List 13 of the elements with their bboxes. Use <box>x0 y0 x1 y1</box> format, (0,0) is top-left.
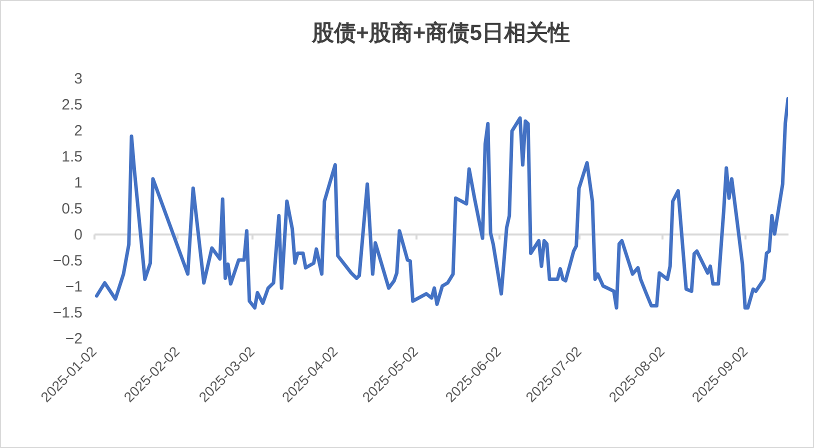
y-tick-label: −0.5 <box>52 252 82 270</box>
y-tick-label: 0.5 <box>62 200 82 218</box>
y-tick-label: 1.5 <box>62 148 82 166</box>
y-tick-label: 2 <box>74 122 82 140</box>
y-tick-label: 3 <box>74 70 82 88</box>
line-series <box>94 97 788 310</box>
y-tick-label: 2.5 <box>62 96 82 114</box>
y-tick-label: −2 <box>65 330 82 348</box>
y-tick-label: 1 <box>74 174 82 192</box>
y-tick-label: −1.5 <box>52 304 82 322</box>
y-tick-label: −1 <box>65 278 82 296</box>
chart-title: 股债+股商+商债5日相关性 <box>311 20 570 45</box>
y-tick-label: 0 <box>74 226 82 244</box>
